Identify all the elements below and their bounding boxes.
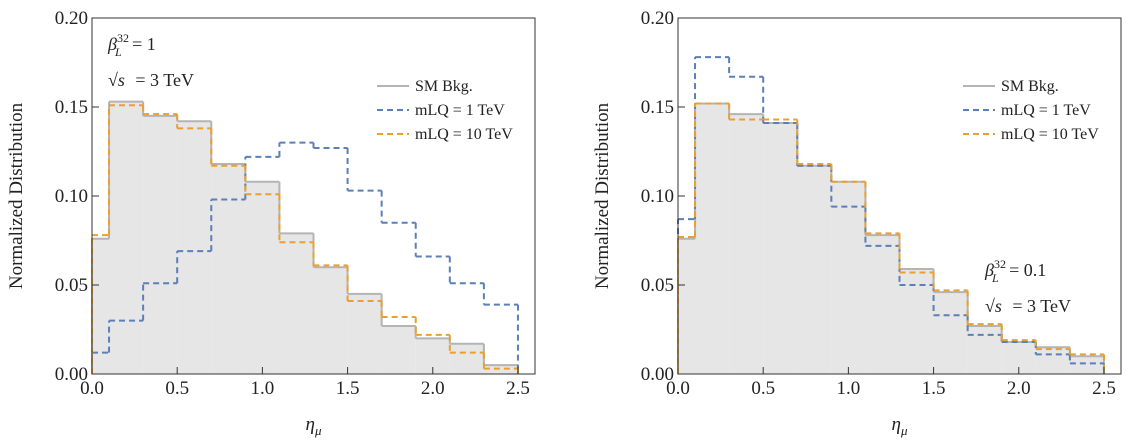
y-tick-label: 0.15: [641, 97, 674, 118]
hist-fill: [729, 114, 764, 375]
hist-fill: [109, 101, 144, 374]
hist-fill: [483, 365, 518, 374]
hist-fill: [1035, 347, 1070, 374]
hist-fill: [92, 238, 110, 374]
annotation-sup: 32: [117, 31, 129, 45]
y-tick-label: 0.20: [641, 8, 674, 29]
hist-fill: [143, 115, 178, 375]
x-axis-sub: μ: [900, 423, 908, 438]
x-tick-label: 1.5: [922, 378, 946, 399]
x-tick-label: 1.0: [251, 378, 275, 399]
legend-label: mLQ = 1 TeV: [415, 102, 505, 119]
hist-fill: [279, 233, 314, 374]
annotation: β32 L = 0.1: [984, 257, 1046, 285]
hist-fill: [381, 325, 416, 374]
hist-fill: [177, 121, 212, 375]
annotation-symbol: β: [984, 260, 994, 280]
legend-label: SM Bkg.: [1001, 78, 1059, 95]
legend-label: mLQ = 10 TeV: [1001, 126, 1099, 143]
annotation: √s = 3 TeV: [108, 70, 194, 90]
y-tick-label: 0.00: [55, 364, 88, 385]
y-tick-label: 0.00: [641, 364, 674, 385]
x-tick-label: 0.0: [666, 378, 690, 399]
annotation-text: = 0.1: [1005, 260, 1047, 280]
y-tick-label: 0.20: [55, 8, 88, 29]
panel: 0.00 0.05 0.10 0.15 0.20 0.0 0.5 1.0 1.5 2.0 2.5 No…: [592, 8, 1122, 438]
hist-fill: [449, 343, 484, 374]
annotation-text: = 3 TeV: [131, 70, 194, 90]
hist-fill: [1069, 356, 1104, 374]
legend-label: mLQ = 1 TeV: [1001, 102, 1091, 119]
annotation-sub: L: [114, 45, 122, 59]
x-tick-label: 2.0: [421, 378, 445, 399]
y-axis-label: Normalized Distribution: [592, 102, 613, 289]
hist-fill: [933, 292, 968, 374]
legend-label: SM Bkg.: [415, 78, 473, 95]
x-axis-label: ημ: [892, 414, 908, 438]
x-axis-symbol: η: [306, 414, 315, 435]
legend-label: mLQ = 10 TeV: [415, 126, 513, 143]
hist-fill: [797, 165, 832, 374]
y-tick-label: 0.05: [55, 275, 88, 296]
annotation-text: = 3 TeV: [1008, 296, 1071, 316]
annotation-symbol: √s: [985, 296, 1002, 316]
hist-fill: [695, 103, 730, 374]
annotation: √s = 3 TeV: [985, 296, 1071, 316]
x-tick-label: 0.5: [751, 378, 775, 399]
x-axis-sub: μ: [314, 423, 322, 438]
hist-fill: [865, 235, 900, 374]
hist-fill: [347, 293, 382, 374]
y-axis-label: Normalized Distribution: [6, 102, 27, 289]
y-tick-label: 0.10: [641, 186, 674, 207]
hist-fill: [967, 325, 1002, 374]
hist-fill: [763, 123, 798, 375]
hist-fill: [211, 163, 246, 374]
y-tick-label: 0.10: [55, 186, 88, 207]
hist-fill: [678, 238, 696, 374]
panel: 0.00 0.05 0.10 0.15 0.20 0.0 0.5 1.0 1.5 2.0 2.5 No…: [6, 8, 536, 438]
x-tick-label: 1.0: [837, 378, 861, 399]
hist-fill: [899, 268, 934, 374]
x-tick-label: 2.5: [506, 378, 530, 399]
annotation-text: = 1: [128, 34, 156, 54]
y-tick-label: 0.15: [55, 97, 88, 118]
hist-fill: [245, 181, 280, 374]
x-tick-label: 2.5: [1092, 378, 1116, 399]
x-axis-symbol: η: [892, 414, 901, 435]
x-tick-label: 1.5: [336, 378, 360, 399]
annotation-symbol: √s: [108, 70, 125, 90]
x-tick-label: 2.0: [1007, 378, 1031, 399]
annotation: β32 L = 1: [107, 31, 156, 59]
x-tick-label: 0.0: [80, 378, 104, 399]
x-tick-label: 0.5: [165, 378, 189, 399]
annotation-sub: L: [991, 271, 999, 285]
hist-fill: [831, 181, 866, 374]
annotation-sup: 32: [994, 257, 1006, 271]
annotation-symbol: β: [107, 34, 117, 54]
y-tick-label: 0.05: [641, 275, 674, 296]
x-axis-label: ημ: [306, 414, 322, 438]
hist-fill: [313, 267, 348, 374]
